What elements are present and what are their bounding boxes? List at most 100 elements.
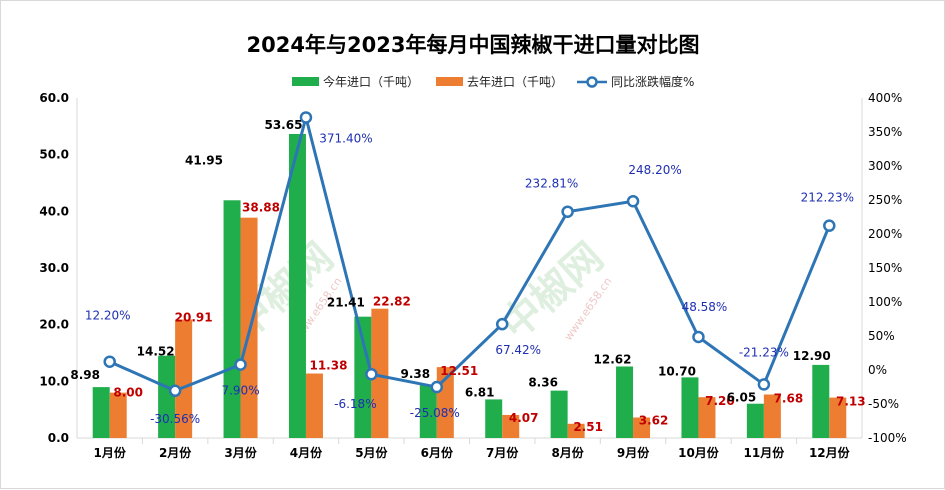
y-right-tick-label: 300% [868,159,902,173]
data-label-yoy: 371.40% [319,131,372,145]
data-label-yoy: 232.81% [525,177,578,191]
yoy-point [495,317,509,331]
yoy-point [757,378,771,391]
data-label-previous: 12.51 [440,364,478,378]
bar-current [419,384,437,438]
chart-title: 2024年与2023年每月中国辣椒干进口量对比图 [247,33,700,57]
bar-previous [175,319,193,438]
x-tick-label: 4月份 [290,445,323,460]
yoy-point [626,194,640,208]
bar-previous [829,397,847,438]
bar-current [485,399,503,438]
x-tick-label: 5月份 [355,445,388,460]
data-label-current: 12.62 [594,352,632,366]
data-label-yoy: 248.20% [628,163,681,177]
x-tick-label: 3月份 [224,445,257,460]
y-right-tick-label: 100% [868,295,902,309]
data-label-previous: 4.07 [509,411,539,425]
bar-current [681,377,699,438]
y-right-tick-label: 400% [868,91,902,105]
data-label-previous: 2.51 [573,420,603,434]
y-left-tick-label: 0.0 [48,431,69,445]
data-label-yoy: 67.42% [495,343,541,357]
bar-previous [109,392,127,438]
y-left-tick-label: 20.0 [39,318,69,332]
legend-swatch-previous [436,77,463,86]
bars [92,133,847,438]
bar-current [158,355,176,438]
data-label-yoy: -21.23% [739,345,789,359]
legend-label-yoy: 同比涨跌幅度% [611,74,694,89]
data-label-current: 8.98 [70,368,100,382]
yoy-point [234,358,247,371]
yoy-point [692,330,705,344]
data-label-current: 53.65 [264,118,302,132]
y-right-tick-label: -50% [868,397,899,411]
data-label-previous: 8.00 [113,386,143,400]
y-right-tick-label: 200% [868,227,902,241]
data-label-current: 10.70 [658,364,696,378]
data-label-previous: 7.20 [705,394,735,408]
legend-swatch-current [292,77,319,86]
yoy-line [103,111,836,398]
yoy-point [561,205,574,218]
bar-previous [567,423,585,438]
data-label-previous: 22.82 [373,295,411,309]
data-label-previous: 7.68 [774,391,804,405]
legend-marker-yoy [586,76,598,88]
legend-label-previous: 去年进口（千吨） [467,75,563,89]
x-tick-label: 6月份 [421,445,454,460]
data-label-previous: 11.38 [309,359,347,373]
data-label-yoy: 48.58% [682,300,728,314]
bar-previous [633,417,651,438]
bar-previous [305,373,323,438]
x-tick-label: 1月份 [94,445,127,460]
y-left-tick-label: 10.0 [39,374,69,388]
data-label-yoy: -25.08% [410,406,460,420]
bar-previous [763,394,781,438]
data-label-previous: 3.62 [639,413,669,427]
y-left-tick-label: 30.0 [39,261,69,275]
data-label-current: 41.95 [185,153,223,167]
bar-previous [502,414,520,438]
data-label-previous: 20.91 [175,311,213,325]
data-label-current: 8.36 [528,376,558,390]
yoy-point [299,111,313,124]
bar-current [550,390,568,438]
y-left-tick-label: 40.0 [39,204,69,218]
bar-previous [698,397,716,438]
data-label-previous: 38.88 [242,201,280,215]
x-tick-label: 12月份 [809,445,851,460]
y-right-tick-label: 150% [868,261,902,275]
y-right-tick-label: 250% [868,193,902,207]
bar-current [92,387,110,438]
y-left-tick-label: 60.0 [39,91,69,105]
x-tick-label: 9月份 [617,445,650,460]
legend-label-current: 今年进口（千吨） [323,74,419,89]
yoy-point [365,367,378,381]
bar-current [223,200,241,438]
bar-current [746,403,764,438]
data-label-yoy: -30.56% [150,412,200,426]
x-tick-label: 2月份 [159,445,192,460]
data-label-yoy: 7.90% [221,384,259,398]
legend: 今年进口（千吨） 去年进口（千吨） 同比涨跌幅度% [292,74,694,89]
data-label-current: 6.05 [727,391,757,405]
bar-current [616,366,634,438]
bar-current [812,364,830,438]
x-tick-label: 8月份 [551,445,584,460]
y-right-tick-label: 50% [868,329,895,343]
bar-previous [371,308,389,438]
data-label-current: 12.90 [793,349,831,363]
axes: 0.0 10.0 20.0 30.0 40.0 50.0 60.0 -100% -50% 0% 50… [39,91,906,460]
data-label-current: 6.81 [465,385,495,399]
data-labels: 8.98 8.00 14.52 20.91 41.95 38.88 53.65 11.38 21… [70,118,865,434]
bar-current [288,133,306,438]
x-tick-label: 10月份 [678,445,720,460]
bar-current [354,316,372,438]
data-label-yoy: 12.20% [85,309,131,323]
yoy-point [103,355,116,368]
